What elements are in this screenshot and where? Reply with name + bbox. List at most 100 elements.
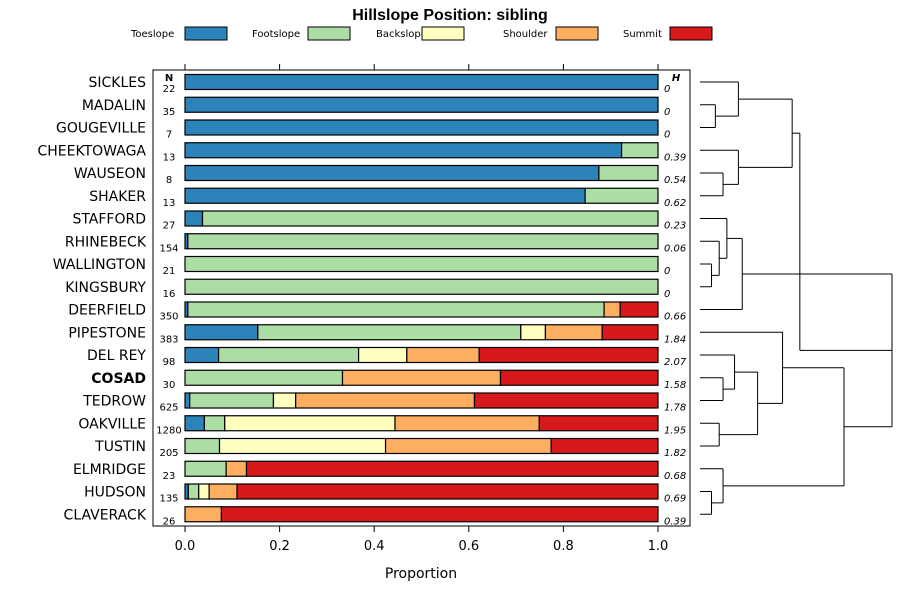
- row-label: OAKVILLE: [78, 416, 146, 432]
- row-label: WALLINGTON: [53, 257, 146, 273]
- count-header: N: [165, 73, 173, 84]
- bar-segment-backslope: [272, 392, 297, 409]
- row-count: 154: [159, 243, 178, 254]
- row-count: 7: [166, 130, 172, 141]
- row-h-value: 0: [664, 289, 670, 300]
- row-label: COSAD: [91, 371, 146, 387]
- chart-title: Hillslope Position: sibling: [352, 7, 548, 24]
- x-tick-label: 1.0: [648, 539, 669, 554]
- x-tick-label: 0.6: [458, 539, 479, 554]
- row-h-value: 0.68: [664, 471, 686, 482]
- row-label: SICKLES: [88, 75, 146, 91]
- row-h-value: 0: [664, 84, 670, 95]
- row-h-value: 0: [664, 266, 670, 277]
- row-label: TEDROW: [82, 394, 146, 410]
- legend-swatch-toeslope: [184, 26, 228, 41]
- bar-segment-shoulder: [225, 460, 248, 477]
- row-h-value: 0.39: [664, 516, 686, 527]
- x-tick-label: 0.2: [269, 539, 290, 554]
- bar-segment-shoulder: [544, 324, 603, 341]
- row-label: SHAKER: [89, 189, 146, 205]
- bar-segment-shoulder: [295, 392, 476, 409]
- legend-swatch-backslope: [421, 26, 465, 41]
- bar-segment-summit: [499, 369, 659, 386]
- row-count: 205: [159, 448, 178, 459]
- row-h-value: 1.95: [664, 425, 686, 436]
- row-count: 21: [163, 266, 176, 277]
- x-tick-label: 0.8: [553, 539, 574, 554]
- bar-segment-summit: [538, 415, 659, 432]
- bar-segment-footslope: [203, 415, 226, 432]
- bar-segment-toeslope: [184, 96, 659, 113]
- bar-segment-footslope: [584, 187, 659, 204]
- row-count: 13: [163, 152, 176, 163]
- row-count: 23: [163, 471, 176, 482]
- x-tick-label: 0.0: [175, 539, 196, 554]
- bar-segment-summit: [473, 392, 659, 409]
- row-h-value: 0.66: [664, 312, 686, 323]
- bar-segment-toeslope: [184, 210, 204, 227]
- row-h-value: 0.54: [664, 175, 686, 186]
- bar-segment-backslope: [218, 437, 387, 455]
- legend-label: Backslope: [376, 29, 427, 40]
- row-count: 98: [163, 357, 176, 368]
- dendrogram: [700, 81, 893, 515]
- legend-label: Summit: [623, 29, 662, 40]
- row-count: 383: [159, 334, 178, 345]
- bar-segment-toeslope: [184, 324, 259, 341]
- bar-segment-summit: [601, 324, 659, 341]
- x-tick-label: 0.4: [364, 539, 385, 554]
- row-label: CLAVERACK: [64, 507, 147, 523]
- row-h-value: 2.07: [664, 357, 687, 368]
- bar-segment-footslope: [257, 324, 522, 341]
- bar-segment-footslope: [201, 210, 659, 227]
- bar-segment-toeslope: [184, 119, 659, 136]
- row-h-value: 1.84: [664, 334, 686, 345]
- bar-segment-shoulder: [406, 346, 480, 364]
- row-label: DEL REY: [87, 348, 146, 364]
- legend-swatch-shoulder: [555, 26, 599, 41]
- x-axis: 0.0 0.2 0.4 0.6 0.8 1.0: [175, 526, 669, 554]
- row-count: 13: [163, 198, 176, 209]
- legend-label: Toeslope: [130, 29, 174, 40]
- row-label: KINGSBURY: [65, 280, 146, 296]
- row-count: 625: [159, 403, 178, 414]
- legend: Toeslope Footslope Backslope Shoulder Summit: [130, 26, 713, 41]
- bar-segment-footslope: [217, 346, 360, 364]
- row-label: TUSTIN: [94, 439, 146, 455]
- bar-segment-backslope: [520, 324, 547, 341]
- bar-segment-footslope: [189, 392, 275, 409]
- row-count: 35: [163, 107, 176, 118]
- row-label: DEERFIELD: [68, 303, 146, 319]
- bar-segment-shoulder: [603, 301, 621, 318]
- bar-segment-footslope: [187, 301, 605, 318]
- row-label: MADALIN: [82, 98, 146, 114]
- bar-segment-shoulder: [384, 437, 552, 455]
- bar-segment-shoulder: [341, 369, 502, 386]
- legend-label: Footslope: [252, 29, 300, 40]
- h-header: H: [672, 73, 681, 84]
- row-h-value: 0: [664, 107, 670, 118]
- row-label: STAFFORD: [72, 212, 146, 228]
- bar-segment-summit: [220, 506, 659, 523]
- row-h-value: 0.23: [664, 221, 686, 232]
- row-count: 30: [163, 380, 176, 391]
- bar-segment-footslope: [184, 369, 344, 386]
- legend-label: Shoulder: [503, 29, 548, 40]
- bar-segment-toeslope: [184, 415, 205, 432]
- bar-segment-toeslope: [184, 392, 191, 409]
- row-h-value: 1.58: [664, 380, 686, 391]
- row-count: 16: [163, 289, 176, 300]
- x-axis-title: Proportion: [385, 566, 457, 582]
- row-count: 350: [159, 312, 178, 323]
- bar-segment-shoulder: [208, 483, 238, 500]
- plot-frame: [152, 69, 691, 527]
- bar-segment-backslope: [357, 346, 408, 364]
- row-h-value: 1.82: [664, 448, 686, 459]
- row-h-value: 1.78: [664, 403, 686, 414]
- row-count: 8: [166, 175, 172, 186]
- row-label: WAUSEON: [74, 166, 146, 182]
- row-count: 22: [163, 84, 176, 95]
